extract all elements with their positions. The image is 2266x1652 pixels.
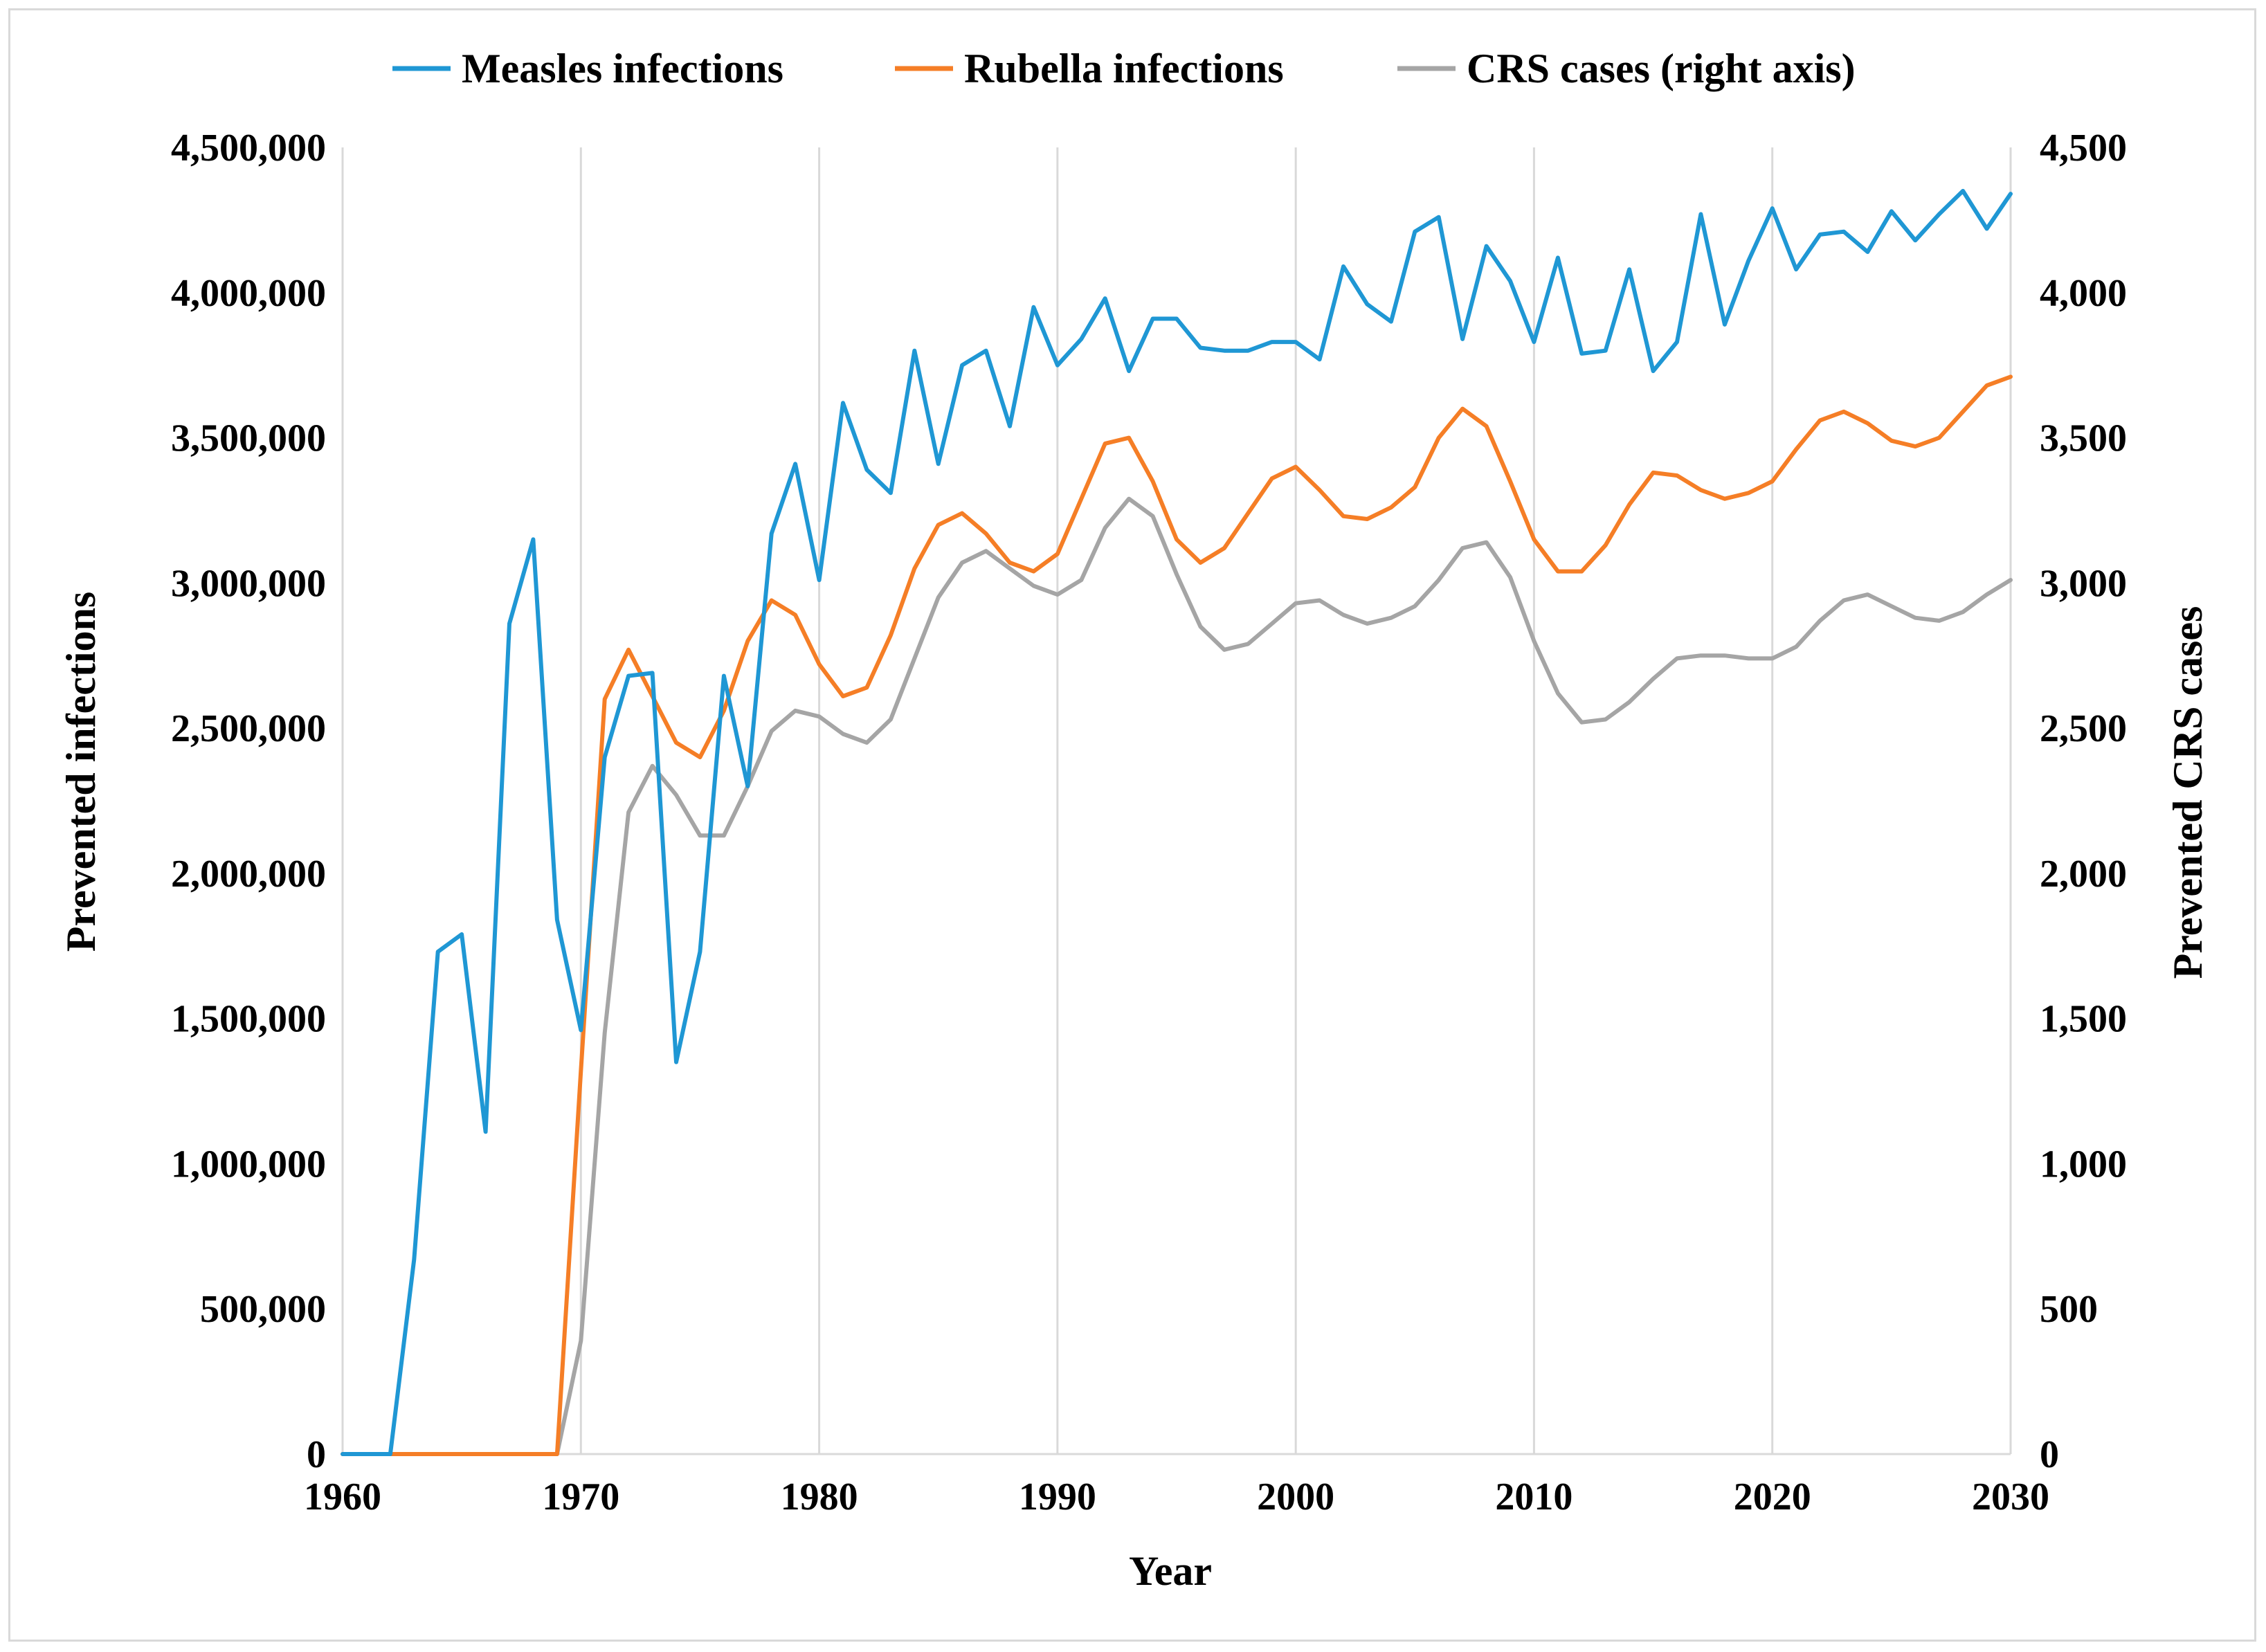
legend-label: Measles infections (462, 46, 783, 91)
right-y-tick-label: 500 (2040, 1288, 2098, 1331)
chart-frame: 1960 1970 1980 1990 2000 2010 2020 2030 0 500,000… (8, 8, 2256, 1642)
axes: 1960 1970 1980 1990 2000 2010 2020 20300500,000… (171, 127, 2127, 1518)
legend: Measles infections Rubella infections CRS … (392, 46, 1856, 91)
x-tick-label: 1960 (304, 1476, 381, 1518)
legend-label: CRS cases (right axis) (1467, 46, 1856, 91)
left-y-tick-label: 0 (307, 1433, 326, 1476)
right-y-tick-label: 2,500 (2040, 707, 2127, 750)
x-tick-label: 1980 (781, 1476, 858, 1518)
x-tick-label: 2010 (1495, 1476, 1572, 1518)
left-y-tick-label: 2,500,000 (171, 707, 326, 750)
x-tick-label: 2020 (1734, 1476, 1811, 1518)
right-y-tick-label: 3,000 (2040, 562, 2127, 605)
legend-label: Rubella infections (964, 46, 1284, 91)
left-y-tick-label: 2,000,000 (171, 853, 326, 896)
left-y-tick-label: 4,500,000 (171, 127, 326, 170)
right-y-tick-label: 1,500 (2040, 998, 2127, 1041)
left-y-tick-label: 3,500,000 (171, 417, 326, 460)
x-tick-label: 2030 (1972, 1476, 2049, 1518)
right-y-tick-label: 1,000 (2040, 1143, 2127, 1186)
right-y-axis-title: Prevented CRS cases (2165, 606, 2211, 979)
right-y-tick-label: 0 (2040, 1433, 2059, 1476)
x-tick-label: 2000 (1257, 1476, 1334, 1518)
right-y-tick-label: 4,000 (2040, 272, 2127, 315)
series-line-crs-cases-right-axis (341, 496, 2013, 1456)
series-line-measles-infections (341, 188, 2013, 1456)
series-line-rubella-infections (341, 374, 2013, 1456)
line-chart: 1960 1970 1980 1990 2000 2010 2020 20300500,000… (58, 46, 2211, 1594)
x-tick-label: 1990 (1019, 1476, 1096, 1518)
left-y-tick-label: 1,000,000 (171, 1143, 326, 1186)
left-y-tick-label: 1,500,000 (171, 998, 326, 1041)
series-lines (341, 188, 2013, 1456)
x-axis-title: Year (1129, 1548, 1212, 1594)
x-tick-label: 1970 (542, 1476, 619, 1518)
left-y-tick-label: 4,000,000 (171, 272, 326, 315)
right-y-tick-label: 3,500 (2040, 417, 2127, 460)
left-y-tick-label: 3,000,000 (171, 562, 326, 605)
right-y-tick-label: 2,000 (2040, 853, 2127, 896)
left-y-tick-label: 500,000 (200, 1288, 326, 1331)
left-y-axis-title: Prevented infections (58, 592, 104, 952)
gridlines (341, 147, 2012, 1455)
right-y-tick-label: 4,500 (2040, 127, 2127, 170)
